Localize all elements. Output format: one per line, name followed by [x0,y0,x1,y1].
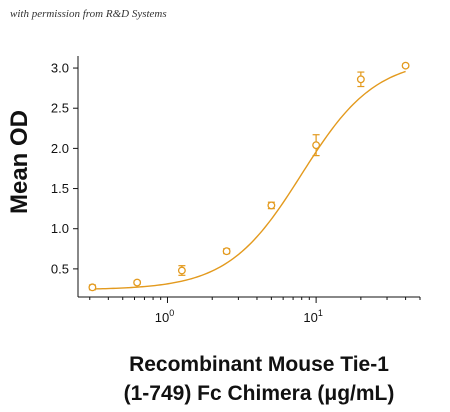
data-point [177,265,186,276]
y-tick-label: 1.5 [51,181,69,196]
data-point [133,278,142,287]
point-marker [133,278,142,287]
y-tick-label: 0.5 [51,261,69,276]
point-marker [312,141,321,150]
point-marker [222,247,231,256]
data-point [267,201,276,210]
axes [77,56,420,298]
point-marker [177,266,186,275]
y-ticks: 0.5 1.0 1.5 2.0 2.5 3.0 [51,61,78,276]
y-axis-label: Mean OD [6,110,33,214]
data-point [88,283,97,292]
y-tick-label: 1.0 [51,221,69,236]
data-point [401,61,410,70]
point-marker [88,283,97,292]
data-point [312,134,321,157]
data-points [88,61,410,292]
x-axis-label-line-2: (1-749) Fc Chimera (μg/mL) [124,382,395,405]
data-point [222,247,231,256]
point-marker [267,201,276,210]
fit-curve [92,70,406,290]
y-tick-label: 3.0 [51,61,69,76]
x-tick-label: 101 [303,308,322,325]
y-tick-label: 2.5 [51,101,69,116]
x-tick-label: 100 [155,308,174,325]
x-axis-label-line-1: Recombinant Mouse Tie-1 [129,353,389,376]
point-marker [356,75,365,84]
point-marker [401,61,410,70]
x-ticks: 100 101 [89,297,421,325]
credit-text: with permission from R&D Systems [10,8,167,20]
data-point [356,71,365,88]
y-tick-label: 2.0 [51,141,69,156]
